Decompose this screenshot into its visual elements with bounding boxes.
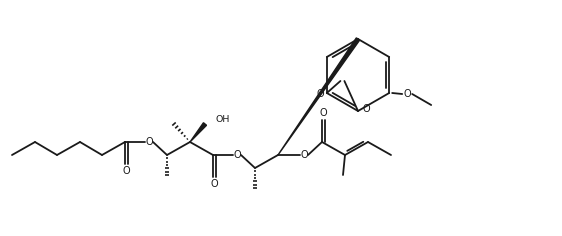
- Text: O: O: [233, 150, 241, 160]
- Text: O: O: [300, 150, 308, 160]
- Polygon shape: [190, 123, 207, 142]
- Text: O: O: [316, 89, 324, 99]
- Polygon shape: [278, 38, 360, 155]
- Text: O: O: [404, 89, 411, 99]
- Text: OH: OH: [216, 115, 230, 125]
- Text: O: O: [145, 137, 153, 147]
- Text: O: O: [320, 108, 327, 118]
- Text: O: O: [211, 179, 218, 189]
- Text: O: O: [362, 104, 370, 114]
- Text: O: O: [123, 166, 130, 176]
